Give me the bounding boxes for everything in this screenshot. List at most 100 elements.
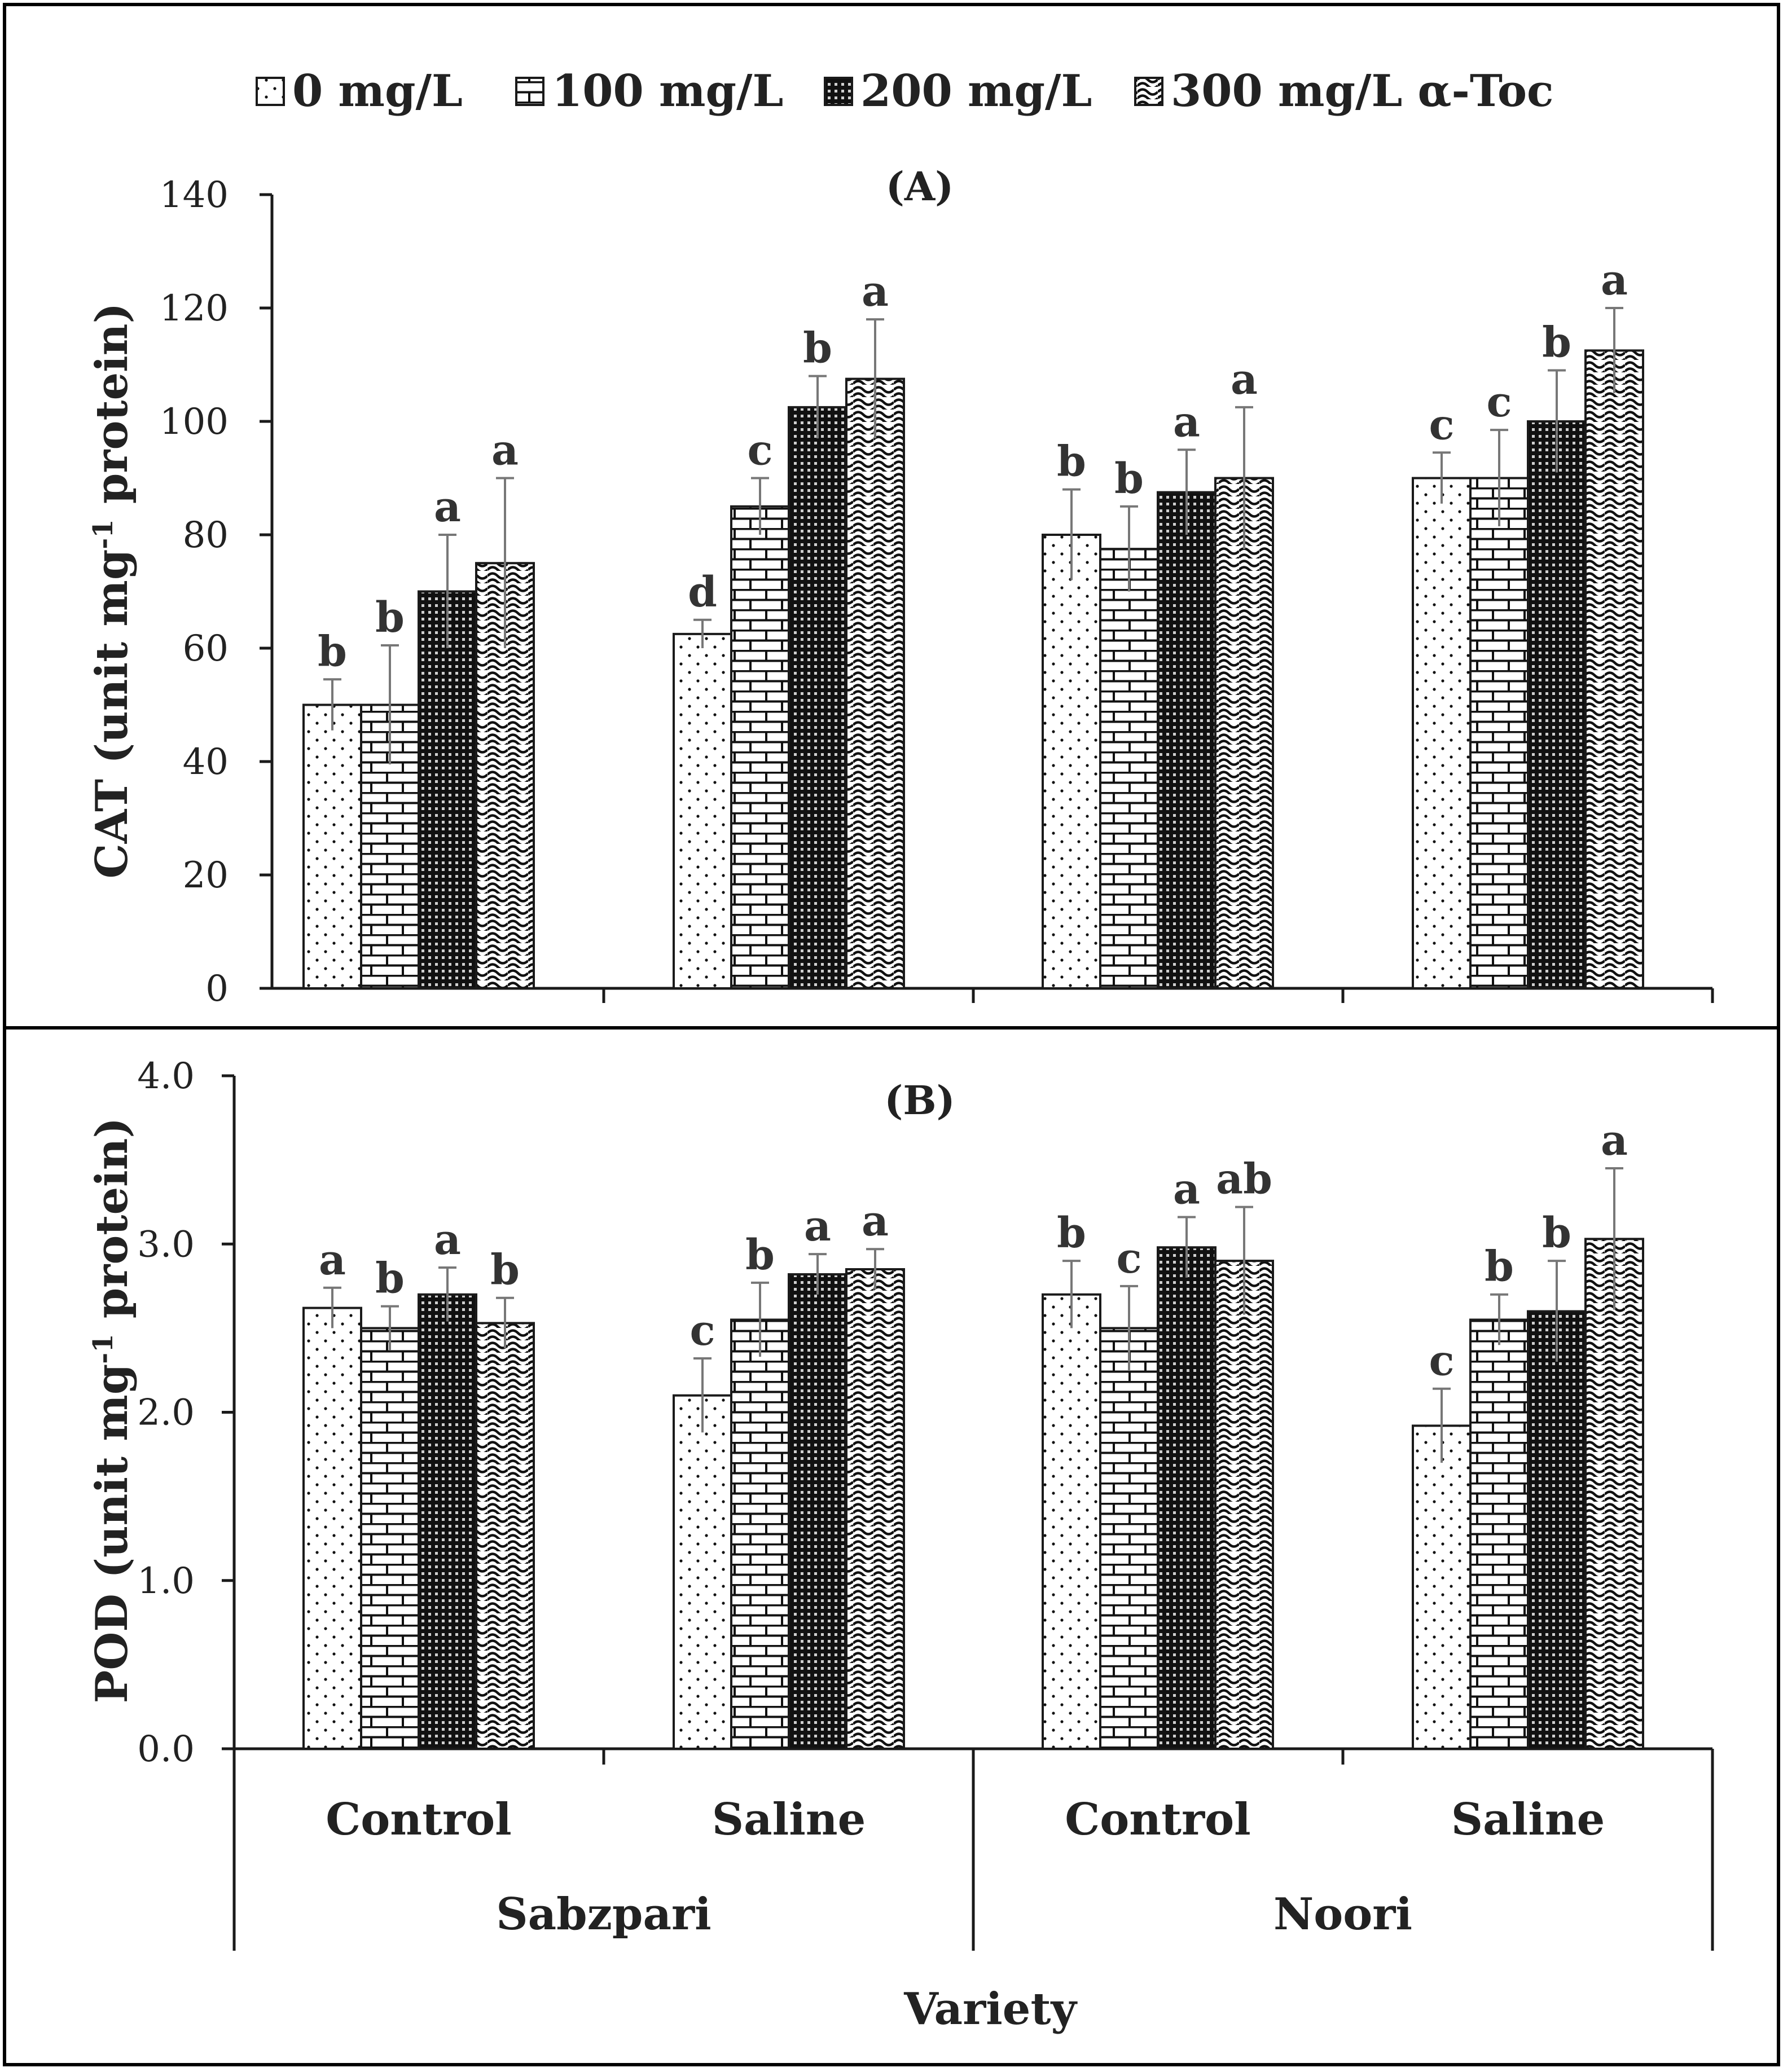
panel-b-significance-letter: c [1429,1337,1454,1385]
panel-a-significance-letter: c [1429,401,1454,449]
panel-a-title: (A) [886,163,954,210]
treatment-label-3: Saline [1451,1794,1605,1845]
panel-a-bar [1099,548,1159,989]
panel-b-bar [788,1273,847,1750]
treatment-label-1: Saline [712,1794,866,1845]
panel-a-bar [845,377,905,989]
panel-a-y-tick-label: 20 [183,855,229,896]
legend-label-2: 200 mg/L [860,65,1092,117]
panel-b-significance-letter: a [1601,1116,1628,1165]
panel-a-significance-letter: b [1114,455,1144,503]
panel-b-bar [730,1318,790,1750]
panel-a-bar [1412,477,1472,989]
legend-swatch-2 [824,77,853,106]
panel-b-significance-letter: b [1485,1243,1514,1291]
panel-a-y-tick-label: 100 [160,401,229,443]
panel-a-bar [673,632,732,989]
panel-b-bar [1157,1246,1217,1750]
panel-a-significance-letter: c [747,426,772,475]
panel-a-significance-letter: a [491,426,519,475]
panel-a-significance-letter: b [1057,438,1086,486]
panel-b-significance-letter: a [862,1197,889,1246]
x-axis-title: Variety [903,1983,1078,2035]
panel-a-bar [1157,491,1217,989]
panel-b-significance-letter: b [745,1231,775,1279]
variety-label-noori: Noori [1273,1889,1412,1940]
panel-b-bar [1527,1310,1587,1750]
legend-label-3: 300 mg/L α-Toc [1171,65,1554,117]
panel-a-bar [730,505,790,989]
panel-a-significance-letter: a [1173,398,1200,446]
panel-a-bar [1469,477,1529,989]
panel-b-title: (B) [884,1077,955,1124]
panel-b-y-tick-label: 0.0 [137,1728,195,1770]
legend-swatch-1 [515,77,544,106]
figure-frame [3,3,1780,2066]
panel-b-bar [302,1306,362,1750]
variety-label-sabzpari: Sabzpari [496,1889,712,1940]
panel-b-significance-letter: c [1116,1234,1141,1283]
panel-b-bar [418,1293,477,1750]
panel-b-bar [673,1394,732,1750]
panel-a-y-tick-label: 40 [183,741,229,783]
panel-a-significance-letter: b [1542,319,1571,367]
panel-a-y-tick-label: 0 [205,968,229,1010]
panel-b-bar [1099,1327,1159,1750]
panel-b-bar [845,1268,905,1750]
panel-b-y-tick-label: 2.0 [137,1392,195,1434]
panel-a-y-tick-label: 60 [183,628,229,670]
legend-label-0: 0 mg/L [292,65,463,117]
panel-a-bar [1527,420,1587,989]
panel-a-significance-letter: a [434,483,461,531]
treatment-label-0: Control [326,1794,512,1845]
panel-b-y-tick-label: 1.0 [137,1560,195,1602]
panel-b-y-tick-label: 3.0 [137,1224,195,1265]
panel-a-bar [1214,477,1274,989]
panel-b-significance-letter: a [1173,1165,1200,1214]
panel-b-bar [1469,1318,1529,1750]
panel-b-significance-letter: c [690,1306,715,1355]
category-axis: Control Saline Control Saline Sabzpari N… [232,1749,1714,2035]
panel-b-y-tick-label: 4.0 [137,1055,195,1097]
panel-a-significance-letter: d [688,568,717,617]
panel-b-significance-letter: b [375,1255,405,1303]
panel-b-bar [360,1327,420,1750]
legend: 0 mg/L 100 mg/L 200 mg/L 300 mg/L α-Toc [256,65,1554,117]
panel-b-significance-letter: b [1542,1209,1571,1257]
panel-a-bar [1042,534,1101,989]
panel-b-bar [1584,1238,1644,1750]
panel-a-significance-letter: a [1601,256,1628,305]
panel-b-significance-letter: ab [1216,1155,1272,1204]
panel-a-significance-letter: a [862,267,889,316]
panel-a-significance-letter: b [375,593,405,642]
panel-b-significance-letter: a [804,1202,831,1251]
panel-a-significance-letter: c [1486,378,1512,426]
treatment-label-2: Control [1065,1794,1251,1845]
panel-a-y-axis-title: CAT (unit mg-1 protein) [86,303,138,879]
panel-a-bar [788,406,847,989]
panel-a-bar [1584,349,1644,989]
legend-label-1: 100 mg/L [552,65,783,117]
panel-a-y-tick-label: 80 [183,514,229,556]
panel-a-y-tick-label: 120 [160,288,229,329]
panel-a-bar [302,703,362,989]
panel-b-y-axis-title: POD (unit mg-1 protein) [86,1118,138,1704]
panel-b-bar [1412,1424,1472,1750]
panel-b-significance-letter: a [319,1236,346,1284]
panel-b-bar [1214,1260,1274,1750]
legend-swatch-0 [256,77,285,106]
panel-a-bar [418,590,477,989]
panel-b-significance-letter: a [434,1216,461,1264]
panel-b-significance-letter: b [490,1246,520,1295]
panel-a-significance-letter: a [1231,355,1258,404]
legend-swatch-3 [1134,77,1163,106]
panel-a-significance-letter: b [318,627,347,676]
panel-a-significance-letter: b [803,324,832,373]
panel-b-significance-letter: b [1057,1209,1086,1257]
panel-a-y-tick-label: 140 [160,174,229,216]
panel-b-bar [475,1322,535,1750]
